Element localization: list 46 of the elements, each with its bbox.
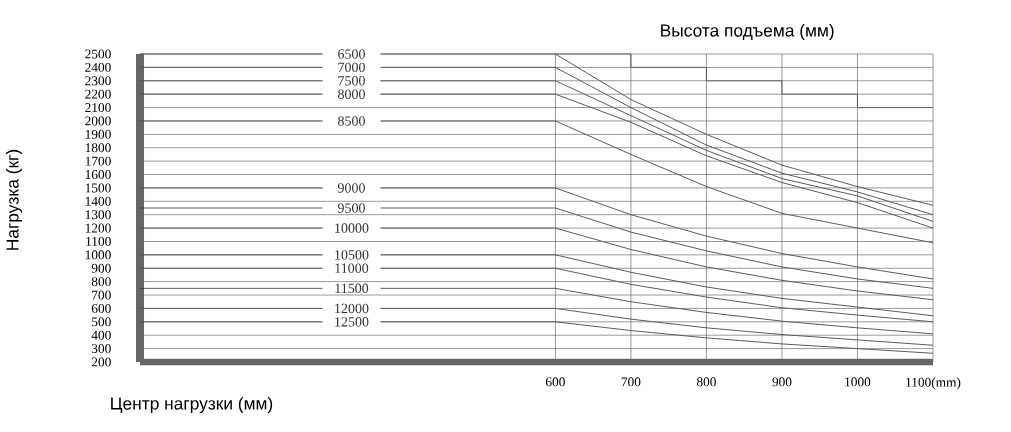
x-tick-label: 800 xyxy=(696,377,716,387)
y-tick-label: 1800 xyxy=(85,143,111,153)
series-label: 9000 xyxy=(337,183,365,193)
y-tick-label: 600 xyxy=(91,303,111,313)
y-tick-label: 1900 xyxy=(85,129,111,139)
y-tick-label: 2100 xyxy=(85,103,111,113)
y-tick-label: 1100 xyxy=(86,236,111,246)
y-tick-label: 2200 xyxy=(85,89,111,99)
series-label: 11000 xyxy=(335,263,369,273)
y-tick-label: 300 xyxy=(91,344,111,354)
x-tick-label: 1100(mm) xyxy=(906,377,961,390)
series-label: 7000 xyxy=(338,62,365,73)
y-tick-label: 2300 xyxy=(85,76,111,86)
series-label: 11500 xyxy=(335,283,369,294)
y-tick-label: 2000 xyxy=(85,116,111,126)
x-tick-label: 600 xyxy=(545,377,565,387)
series-label: 6500 xyxy=(338,49,365,59)
y-tick-label: 400 xyxy=(91,330,111,340)
series-label: 7500 xyxy=(338,76,365,86)
y-tick-label: 200 xyxy=(91,357,111,367)
chart-title: Высота подъема (мм) xyxy=(661,23,834,41)
y-tick-label: 1600 xyxy=(85,170,111,180)
series-label: 12500 xyxy=(335,317,369,327)
series-label: 10500 xyxy=(335,250,369,260)
series-label: 8500 xyxy=(338,116,365,126)
series-label: 10000 xyxy=(335,223,369,233)
y-tick-label: 900 xyxy=(91,263,111,273)
series-label: 9500 xyxy=(337,203,365,213)
y-tick-label: 2500 xyxy=(85,49,111,59)
y-tick-label: 2400 xyxy=(85,62,111,72)
x-axis-title: Центр нагрузки (мм) xyxy=(111,396,273,414)
y-axis-title: Нагрузка (кг) xyxy=(5,149,23,250)
y-tick-label: 1500 xyxy=(85,183,111,193)
y-tick-label: 700 xyxy=(92,290,111,300)
series-label: 12000 xyxy=(335,303,369,314)
y-tick-label: 1400 xyxy=(85,196,111,206)
y-tick-label: 800 xyxy=(91,277,111,287)
y-tick-label: 1300 xyxy=(85,210,111,220)
x-tick-label: 700 xyxy=(621,377,641,387)
y-tick-label: 1200 xyxy=(85,223,111,233)
y-tick-label: 1000 xyxy=(85,250,111,260)
y-tick-label: 500 xyxy=(92,317,111,327)
y-tick-label: 1700 xyxy=(85,156,111,166)
x-tick-label: 900 xyxy=(772,377,792,387)
x-tick-label: 1000 xyxy=(845,377,871,387)
series-label: 8000 xyxy=(338,89,365,99)
